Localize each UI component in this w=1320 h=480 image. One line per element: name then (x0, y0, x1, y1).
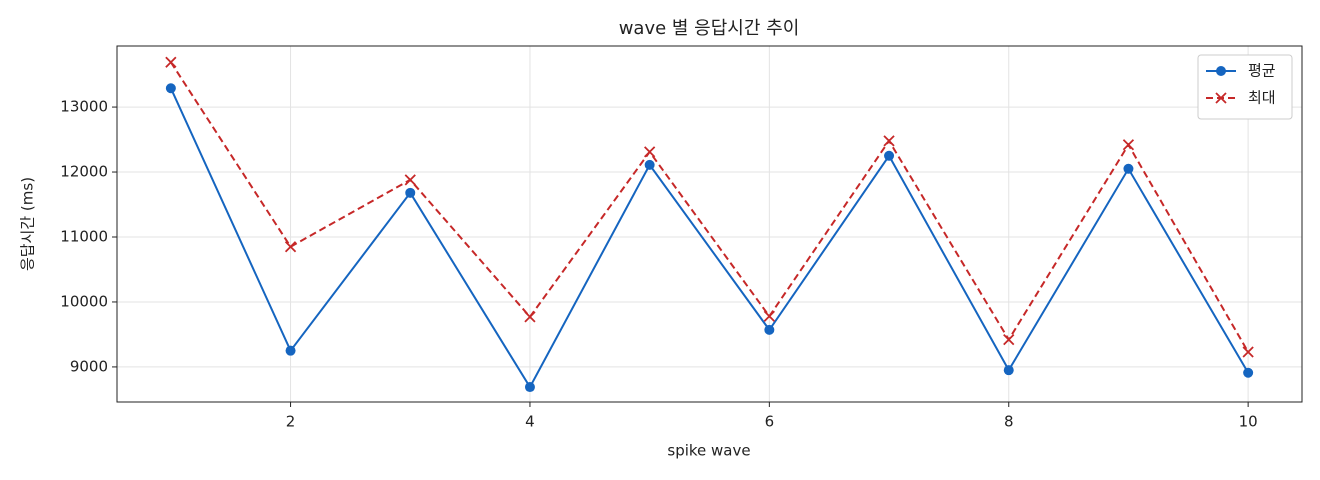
series-line (169, 87, 1250, 390)
legend-label: 최대 (1248, 89, 1276, 107)
marker (1242, 346, 1254, 358)
marker (764, 324, 775, 335)
marker (165, 56, 177, 68)
marker (884, 150, 895, 161)
marker (1243, 367, 1254, 378)
marker (524, 382, 535, 393)
marker (1003, 333, 1015, 346)
marker (1215, 92, 1227, 104)
x-tick-label: 4 (525, 413, 535, 431)
marker (763, 310, 775, 322)
marker (644, 159, 655, 170)
marker (1123, 163, 1134, 174)
y-tick-label: 11000 (60, 227, 108, 245)
y-tick-label: 9000 (70, 357, 108, 375)
marker (285, 345, 296, 356)
marker (1122, 139, 1135, 151)
y-tick-label: 10000 (60, 292, 108, 310)
x-axis-label: spike wave (667, 442, 750, 460)
x-tick-label: 10 (1239, 413, 1258, 431)
marker (165, 83, 176, 94)
marker (644, 146, 656, 158)
y-tick-label: 12000 (60, 163, 108, 181)
legend-box (1197, 54, 1293, 120)
plot-frame (116, 45, 1303, 403)
marker (883, 135, 895, 147)
x-tick-label: 8 (1004, 413, 1014, 431)
y-tick-label: 13000 (60, 98, 108, 116)
legend-label: 평균 (1248, 62, 1276, 80)
marker (405, 187, 416, 198)
marker (1216, 66, 1226, 76)
y-axis-label: 응답시간 (ms) (19, 177, 37, 271)
marker (524, 311, 536, 323)
marker (1003, 365, 1014, 376)
chart-title: wave 별 응답시간 추이 (619, 18, 800, 39)
x-tick-label: 2 (286, 413, 296, 431)
marker (404, 174, 416, 186)
x-tick-label: 6 (765, 413, 775, 431)
series-line (170, 61, 1250, 353)
marker (284, 241, 297, 253)
